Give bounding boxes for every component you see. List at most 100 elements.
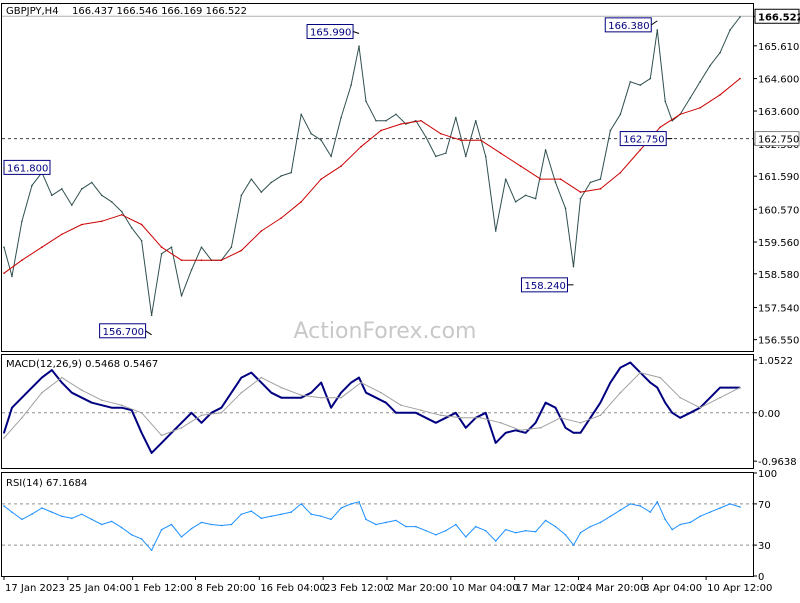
price-series-line-point bbox=[300, 113, 303, 116]
rsi-line-point bbox=[579, 531, 582, 534]
price-series-line-point bbox=[280, 175, 283, 177]
rsi-line-point bbox=[150, 549, 153, 552]
macd-line-point bbox=[240, 376, 243, 379]
macd-line-point bbox=[180, 422, 183, 424]
axis-layer: 166.522165.610164.600163.600162.580161.5… bbox=[3, 8, 800, 594]
macd-line-point bbox=[140, 432, 143, 434]
price-series-line-point bbox=[639, 84, 642, 86]
rsi-line-point bbox=[100, 523, 103, 526]
price-series-line-point bbox=[365, 100, 367, 103]
level-price-box bbox=[754, 131, 800, 147]
macd-line-point bbox=[130, 409, 133, 412]
price-series-line-point bbox=[358, 45, 360, 47]
rsi-line-point bbox=[3, 505, 5, 507]
macd-signal-line-point bbox=[80, 389, 83, 391]
price-annotation-label: 162.750 bbox=[623, 135, 664, 146]
x-tick-label: 16 Feb 04:00 bbox=[260, 583, 326, 594]
price-series-line-point bbox=[130, 226, 133, 229]
price-series-line-point bbox=[664, 100, 667, 103]
macd-signal-line-point bbox=[739, 386, 741, 389]
macd-line-point bbox=[599, 401, 602, 404]
rsi-line-point bbox=[699, 515, 701, 518]
price-series-line-point bbox=[544, 149, 547, 151]
price-series-line-point bbox=[350, 84, 352, 86]
rsi-line-point bbox=[365, 518, 367, 521]
price-series-line-point bbox=[250, 178, 253, 180]
rsi-line-point bbox=[564, 534, 567, 536]
rsi-line-point bbox=[629, 503, 632, 505]
moving-average-line-point bbox=[41, 246, 43, 249]
macd-signal-line-point bbox=[300, 394, 303, 396]
x-tick-label: 3 Apr 04:00 bbox=[643, 583, 702, 594]
price-series-line-point bbox=[572, 265, 575, 268]
macd-signal-line-point bbox=[120, 404, 123, 407]
moving-average-line-point bbox=[80, 223, 83, 226]
moving-average-line-point bbox=[539, 178, 542, 180]
macd-line-point bbox=[61, 381, 63, 384]
rsi-line-point bbox=[671, 528, 674, 531]
macd-line-point bbox=[619, 366, 622, 369]
x-tick-label: 17 Mar 12:00 bbox=[516, 583, 583, 594]
x-tick-label: 24 Mar 20:00 bbox=[579, 583, 646, 594]
moving-average-line-point bbox=[479, 139, 482, 142]
price-series-line-point bbox=[330, 155, 332, 158]
macd-line-point bbox=[572, 432, 575, 434]
price-series-line-point bbox=[120, 210, 123, 213]
moving-average-line-point bbox=[100, 220, 103, 223]
price-series-line-point bbox=[425, 136, 427, 138]
macd-line-point bbox=[21, 396, 23, 399]
rsi-line-point bbox=[240, 513, 243, 515]
macd-signal-line-point bbox=[3, 437, 5, 439]
moving-average-line-point bbox=[260, 230, 263, 232]
price-series-line-point bbox=[494, 230, 497, 232]
rsi-line-point bbox=[599, 521, 602, 524]
watermark: ActionForex.com bbox=[294, 319, 477, 344]
macd-signal-line-point bbox=[200, 414, 203, 417]
price-series-line-point bbox=[504, 178, 507, 180]
price-series-line-point bbox=[629, 81, 632, 83]
price-series-line-point bbox=[619, 113, 622, 116]
price-series-line-point bbox=[170, 246, 173, 249]
y-tick-label: 0 bbox=[758, 572, 764, 583]
y-tick-label: -0.9638 bbox=[758, 457, 797, 468]
y-tick-label: 1.0522 bbox=[758, 356, 793, 367]
price-series-line-point bbox=[699, 81, 701, 83]
moving-average-line-point bbox=[160, 246, 163, 249]
y-tick-label: 30 bbox=[758, 541, 771, 552]
macd-line-point bbox=[405, 411, 407, 414]
macd-panel-frame bbox=[1, 354, 754, 469]
annotation-layer: 161.800 156.700 165.990 158.240 166.380 162.7… bbox=[3, 17, 673, 339]
moving-average-line-point bbox=[659, 126, 662, 129]
rsi-line-point bbox=[130, 534, 133, 536]
y-tick-label: 164.600 bbox=[758, 75, 799, 86]
macd-line-point bbox=[679, 416, 681, 419]
macd-line-point bbox=[629, 361, 632, 364]
macd-line-point bbox=[365, 391, 367, 394]
macd-line-point bbox=[664, 401, 667, 404]
rsi-line-point bbox=[260, 517, 263, 520]
ohlc-label: 166.437 166.546 166.169 166.522 bbox=[72, 6, 247, 17]
macd-line-point bbox=[330, 406, 332, 409]
macd-signal-line-point bbox=[440, 414, 442, 417]
rsi-line-point bbox=[80, 513, 83, 515]
rsi-line-point bbox=[180, 536, 183, 538]
rsi-line-point bbox=[230, 523, 233, 526]
macd-line-point bbox=[51, 369, 53, 371]
rsi-line-point bbox=[454, 523, 457, 526]
price-annotation-label: 158.240 bbox=[524, 281, 565, 292]
price-series-line-point bbox=[599, 178, 602, 180]
rsi-line-point bbox=[280, 513, 283, 515]
price-series-line-point bbox=[649, 77, 652, 80]
macd-signal-line-point bbox=[699, 406, 701, 409]
price-series-line-point bbox=[310, 132, 312, 135]
rsi-line-point bbox=[51, 511, 53, 513]
moving-average-line-point bbox=[220, 259, 223, 261]
macd-line-point bbox=[719, 386, 721, 389]
macd-line-point bbox=[270, 391, 273, 394]
macd-line-point bbox=[31, 386, 33, 389]
macd-signal-line-point bbox=[719, 396, 721, 399]
macd-signal-line-point bbox=[679, 396, 681, 399]
macd-signal-line-point bbox=[140, 411, 143, 414]
rsi-line-point bbox=[639, 505, 642, 507]
price-series-line-point bbox=[71, 204, 73, 206]
